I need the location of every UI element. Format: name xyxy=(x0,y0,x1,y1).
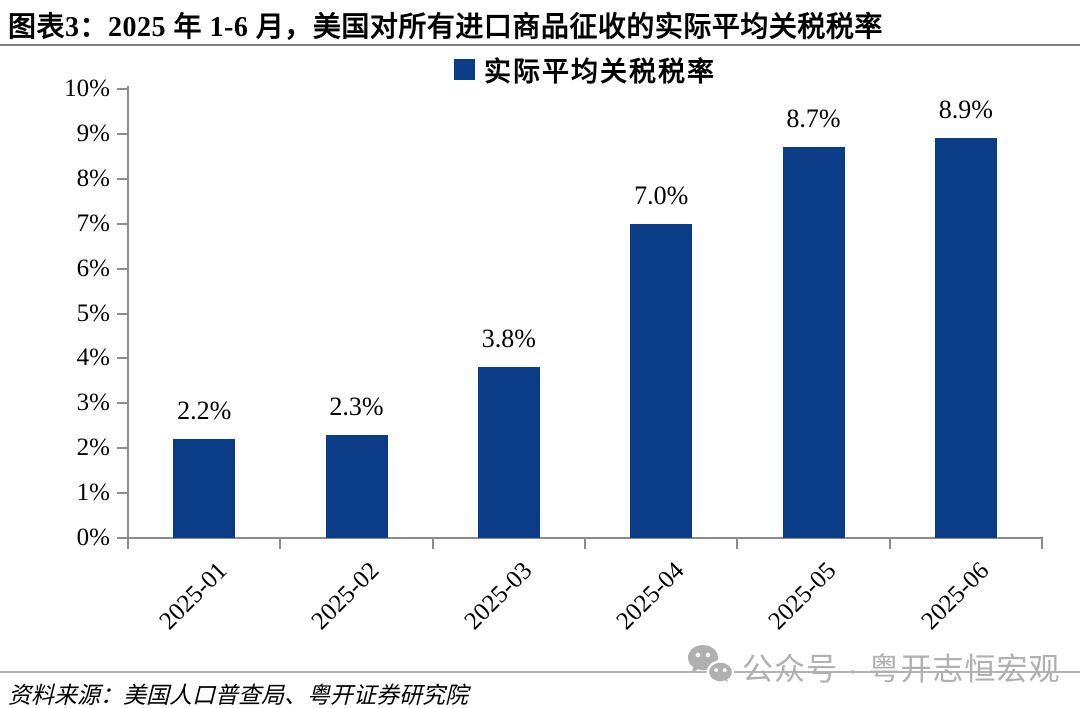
x-axis-category-label: 2025-02 xyxy=(306,557,385,636)
x-axis-tick xyxy=(736,539,739,549)
bar-value-label: 8.7% xyxy=(786,104,841,134)
y-axis-tick-label: 10% xyxy=(64,75,110,102)
bar-value-label: 2.3% xyxy=(329,391,384,421)
source-note: 资料来源：美国人口普查局、粤开证券研究院 xyxy=(8,683,468,708)
y-axis-tick-label: 8% xyxy=(76,164,110,192)
x-axis-tick xyxy=(431,539,434,549)
x-axis-tick xyxy=(584,539,586,549)
bar xyxy=(782,147,845,538)
x-axis-tick xyxy=(888,539,891,549)
y-axis-tick-label: 9% xyxy=(76,119,110,147)
x-axis-category-label: 2025-04 xyxy=(611,557,690,636)
y-axis-tick xyxy=(117,312,127,315)
x-axis-tick xyxy=(127,539,129,549)
y-axis-tick xyxy=(117,267,127,270)
y-axis-tick xyxy=(117,177,127,180)
y-axis-tick xyxy=(117,492,127,495)
bar-value-label: 7.0% xyxy=(634,180,689,210)
y-axis-tick xyxy=(117,357,127,360)
y-axis-tick-label: 6% xyxy=(76,254,110,282)
x-axis-category-label: 2025-06 xyxy=(915,557,994,636)
y-axis-tick-label: 2% xyxy=(76,434,110,462)
wechat-icon xyxy=(688,645,734,688)
footer-divider xyxy=(0,671,1080,673)
y-axis-tick xyxy=(117,402,127,405)
legend-marker xyxy=(454,58,475,80)
bar xyxy=(630,223,693,538)
y-axis-tick-label: 5% xyxy=(76,299,110,327)
x-axis-tick xyxy=(279,539,282,549)
y-axis-tick-label: 7% xyxy=(76,209,110,237)
y-axis-tick xyxy=(117,222,127,225)
bar-value-label: 8.9% xyxy=(938,95,993,125)
title-divider xyxy=(0,44,1080,46)
x-axis-tick xyxy=(1041,539,1043,549)
y-axis-tick xyxy=(117,447,127,450)
y-axis-tick xyxy=(117,537,127,539)
y-axis-tick-label: 4% xyxy=(76,344,110,372)
bar-value-label: 2.2% xyxy=(177,396,232,426)
y-axis-tick-label: 0% xyxy=(76,524,110,551)
y-axis-line xyxy=(127,86,129,540)
bar xyxy=(477,367,540,538)
y-axis-tick-label: 3% xyxy=(76,389,110,417)
watermark: 公众号 · 粤开志恒宏观 xyxy=(688,644,1061,688)
bar-value-label: 3.8% xyxy=(481,324,536,354)
x-axis-category-label: 2025-05 xyxy=(763,557,842,636)
watermark-text: 公众号 · 粤开志恒宏观 xyxy=(742,651,1061,687)
bar xyxy=(325,434,388,538)
bar xyxy=(934,138,997,538)
x-axis-line xyxy=(127,537,1043,539)
legend: 实际平均关税税率 xyxy=(128,55,1042,87)
legend-label: 实际平均关税税率 xyxy=(484,56,716,87)
x-axis-category-label: 2025-01 xyxy=(154,557,233,636)
y-axis-tick-label: 1% xyxy=(76,479,110,507)
figure-title: 图表3：2025 年 1-6 月，美国对所有进口商品征收的实际平均关税税率 xyxy=(8,12,883,43)
y-axis-tick xyxy=(117,88,127,90)
bar xyxy=(173,439,236,538)
y-axis-tick xyxy=(117,132,127,135)
x-axis-category-label: 2025-03 xyxy=(458,557,537,636)
